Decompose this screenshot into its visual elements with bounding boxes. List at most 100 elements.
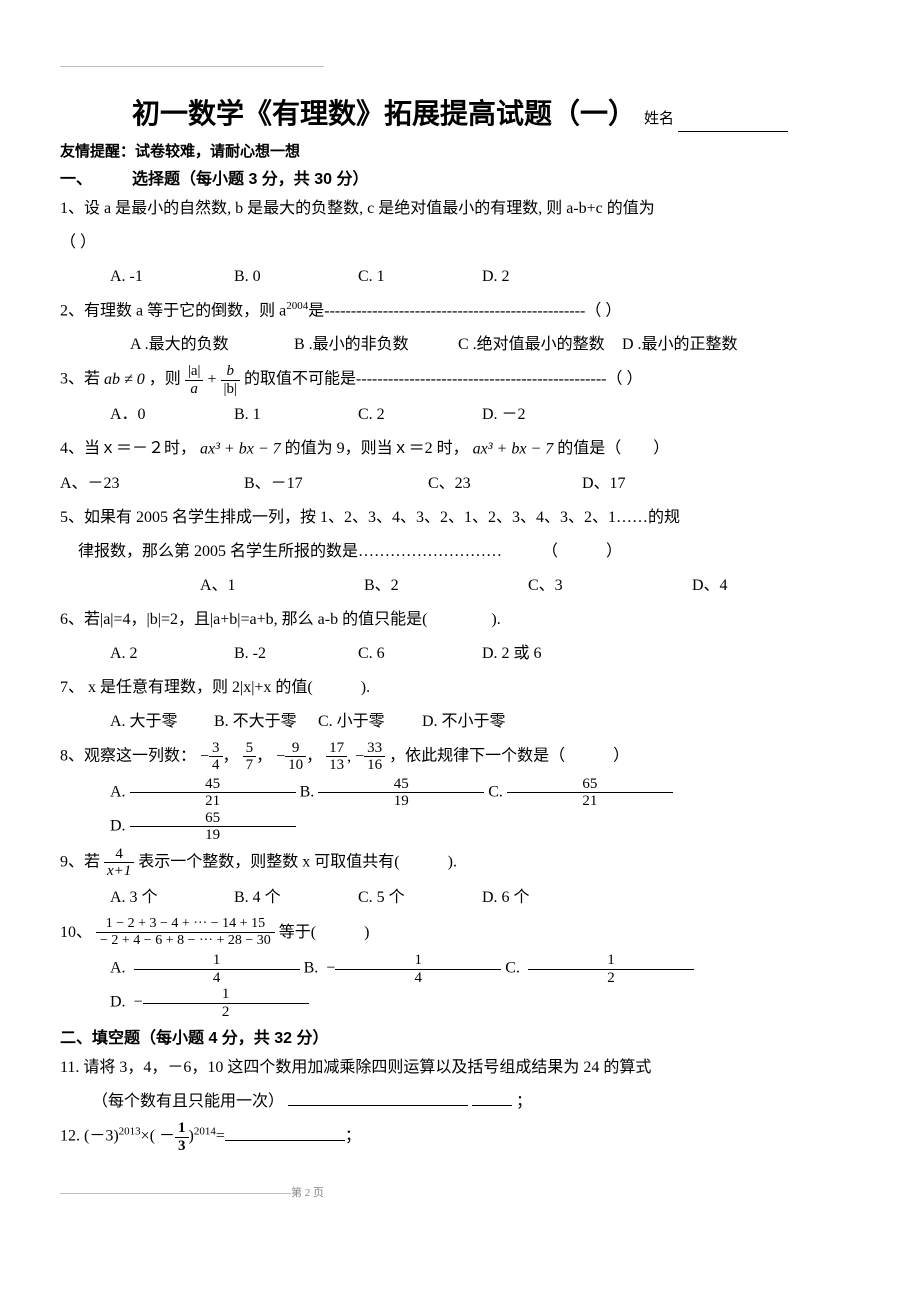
q1-line2: （ ） [60, 227, 860, 259]
q8-Bn: 45 [318, 776, 484, 794]
q9-tail: 表示一个整数，则整数 x 可取值共有( ). [138, 853, 457, 870]
q8-f5n: 33 [364, 740, 385, 758]
q10-tail: 等于( ) [279, 924, 370, 941]
q7: 7、 x 是任意有理数，则 2|x|+x 的值( ). [60, 672, 860, 704]
q5-optD: D、4 [692, 570, 852, 602]
q3-optB: B. 1 [234, 399, 354, 431]
q8-f4n: 17 [326, 740, 347, 758]
q8-f1d: 4 [209, 757, 223, 774]
q8-f3n: 9 [285, 740, 306, 758]
q10-Dd: 2 [143, 1004, 309, 1021]
q12-fd: 3 [175, 1138, 189, 1155]
q11-l2: （每个数有且只能用一次） ； [60, 1086, 860, 1118]
q11-blank2 [472, 1105, 512, 1106]
q8-Ad: 21 [130, 793, 296, 810]
q8-f3d: 10 [285, 757, 306, 774]
q3-opts: A．0 B. 1 C. 2 D. －2 [60, 399, 860, 431]
q8-opts: A. 4521 B. 4519 C. 6521 D. 6519 [60, 776, 860, 844]
reminder: 友情提醒：试卷较难，请耐心想一想 [60, 140, 860, 161]
q3-cond: ab ≠ 0 [104, 371, 145, 388]
q7-optD: D. 不小于零 [422, 706, 522, 738]
name-blank [678, 131, 788, 132]
q8: 8、观察这一列数： −34， 57， −910， 1713, −3316 ，依此… [60, 740, 860, 774]
footer-dash: ————————————————————— [60, 1187, 291, 1199]
q7-optC: C. 小于零 [318, 706, 418, 738]
q3-frac1d: a [185, 381, 204, 398]
q5-optB: B、2 [364, 570, 524, 602]
q12: 12. (－3)2013×( －13)2014=； [60, 1120, 860, 1154]
q10-lead: 10、 [60, 924, 92, 941]
q2-dash: ----------------------------------------… [324, 302, 621, 319]
q4-optB: B、－17 [244, 468, 424, 500]
footer: —————————————————————第 2 页 [60, 1184, 860, 1200]
q9-fn: 4 [104, 846, 134, 864]
main-title: 初一数学《有理数》拓展提高试题（一） [132, 98, 636, 129]
q10-Bn: 1 [335, 952, 501, 970]
q10: 10、 1 − 2 + 3 − 4 + ··· − 14 + 15 − 2 + … [60, 916, 860, 951]
q9-fd: x+1 [104, 863, 134, 880]
q8-f2d: 7 [243, 757, 257, 774]
q10-Cn: 1 [528, 952, 694, 970]
q2-optB: B .最小的非负数 [294, 329, 454, 361]
q7-text: 7、 x 是任意有理数，则 2|x|+x 的值( ). [60, 679, 370, 696]
q2: 2、有理数 a 等于它的倒数，则 a2004是-----------------… [60, 295, 860, 327]
q5-optC: C、3 [528, 570, 688, 602]
q8-f5d: 16 [364, 757, 385, 774]
q10-optB: B. −14 [304, 952, 502, 986]
q1-optD: D. 2 [482, 261, 602, 293]
q3-optD: D. －2 [482, 399, 602, 431]
q10-Dn: 1 [143, 986, 309, 1004]
q8-f2n: 5 [243, 740, 257, 758]
q5-l1: 5、如果有 2005 名学生排成一列，按 1、2、3、4、3、2、1、2、3、4… [60, 502, 860, 534]
q7-optA: A. 大于零 [110, 706, 210, 738]
q8-optA: A. 4521 [110, 776, 296, 810]
q9-optD: D. 6 个 [482, 882, 602, 914]
q4-expr2: ax³ + bx − 7 [473, 441, 554, 458]
q10-Ad: 4 [134, 970, 300, 987]
q2-optD: D .最小的正整数 [622, 329, 782, 361]
q3-frac1: |a|a [185, 363, 204, 397]
q3-frac2n: b [221, 363, 241, 381]
q4-lead: 4、当ｘ＝－２时， [60, 440, 196, 457]
section1-prefix: 一、 [60, 171, 92, 188]
q12-fn: 1 [175, 1120, 189, 1138]
q3-optC: C. 2 [358, 399, 478, 431]
q10-optC: C. 12 [505, 952, 694, 986]
q1-optA: A. -1 [110, 261, 230, 293]
q2-optC: C .绝对值最小的整数 [458, 329, 618, 361]
q5-opts: A、1 B、2 C、3 D、4 [60, 570, 860, 602]
q9-opts: A. 3 个 B. 4 个 C. 5 个 D. 6 个 [60, 882, 860, 914]
q1-optB: B. 0 [234, 261, 354, 293]
section1-title: 选择题（每小题 3 分，共 30 分） [132, 171, 368, 188]
q11-blank1 [288, 1105, 468, 1106]
q10-num: 1 − 2 + 3 − 4 + ··· − 14 + 15 [96, 916, 275, 934]
q9: 9、若 4x+1 表示一个整数，则整数 x 可取值共有( ). [60, 846, 860, 880]
q12-sup1: 2013 [119, 1126, 141, 1138]
q2-opts: A .最大的负数 B .最小的非负数 C .绝对值最小的整数 D .最小的正整数 [60, 329, 860, 361]
q10-Cd: 2 [528, 970, 694, 987]
name-label: 姓名 [644, 111, 674, 127]
title-row: 初一数学《有理数》拓展提高试题（一） 姓名 [60, 92, 860, 132]
q8-Dn: 65 [130, 810, 296, 828]
q8-Cn: 65 [507, 776, 673, 794]
q2-optA: A .最大的负数 [130, 329, 290, 361]
q3-mid: ，则 [149, 371, 181, 388]
q8-tail: ，依此规律下一个数是（ ） [389, 747, 629, 764]
q3-dash: ----------------------------------------… [356, 371, 642, 388]
q10-den: − 2 + 4 − 6 + 8 − ··· + 28 − 30 [96, 933, 275, 950]
q2-tail: 是 [308, 302, 324, 319]
q10-frac: 1 − 2 + 3 − 4 + ··· − 14 + 15 − 2 + 4 − … [96, 916, 275, 951]
q1-opts: A. -1 B. 0 C. 1 D. 2 [60, 261, 860, 293]
q10-optD: D. −12 [110, 986, 309, 1020]
q11-l2text: （每个数有且只能用一次） [92, 1093, 284, 1110]
q3-frac1n: |a| [185, 363, 204, 381]
q4: 4、当ｘ＝－２时， ax³ + bx − 7 的值为 9，则当ｘ＝2 时， ax… [60, 433, 860, 465]
q6-optD: D. 2 或 6 [482, 638, 602, 670]
q4-optC: C、23 [428, 468, 578, 500]
q3: 3、若 ab ≠ 0 ，则 |a|a + b|b| 的取值不可能是-------… [60, 363, 860, 397]
q5-optA: A、1 [200, 570, 360, 602]
q12-blank [225, 1140, 345, 1141]
q6-optC: C. 6 [358, 638, 478, 670]
q8-Cd: 21 [507, 793, 673, 810]
q8-f1n: 3 [209, 740, 223, 758]
